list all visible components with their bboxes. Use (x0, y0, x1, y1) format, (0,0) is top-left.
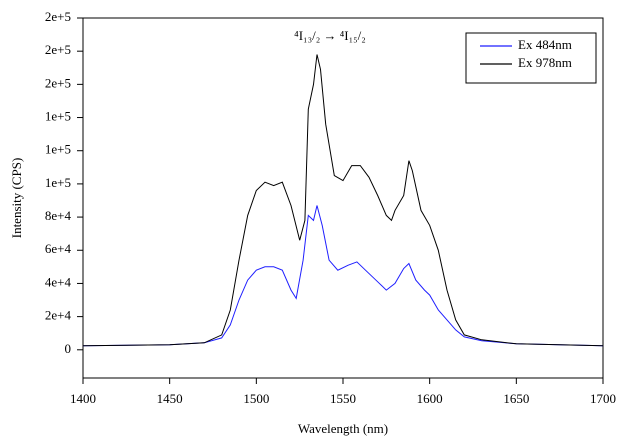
x-tick-label: 1700 (590, 391, 616, 406)
x-tick-label: 1500 (243, 391, 269, 406)
legend-label: Ex 484nm (518, 37, 572, 52)
y-axis-label: Intensity (CPS) (9, 158, 24, 239)
x-tick-label: 1600 (417, 391, 443, 406)
y-tick-label: 2e+5 (45, 9, 71, 24)
series-line (82, 54, 604, 347)
x-tick-label: 1400 (70, 391, 96, 406)
x-tick-label: 1450 (157, 391, 183, 406)
y-tick-label: 1e+5 (45, 142, 71, 157)
y-tick-label: 1e+5 (45, 175, 71, 190)
y-tick-label: 4e+4 (45, 274, 72, 289)
y-tick-label: 2e+5 (45, 75, 71, 90)
y-tick-label: 1e+5 (45, 109, 71, 124)
legend-box (465, 32, 597, 84)
x-tick-label: 1550 (330, 391, 356, 406)
x-axis-label: Wavelength (nm) (298, 421, 388, 436)
y-tick-label: 8e+4 (45, 208, 72, 223)
y-tick-label: 6e+4 (45, 241, 72, 256)
y-tick-label: 2e+4 (45, 308, 72, 323)
annotation: ⁴I₁₃/₂ → ⁴I₁₅/₂ (294, 28, 366, 43)
y-tick-label: 2e+5 (45, 42, 71, 57)
series-line (82, 205, 604, 347)
legend-label: Ex 978nm (518, 55, 572, 70)
x-tick-label: 1650 (503, 391, 529, 406)
y-tick-label: 0 (65, 341, 72, 356)
